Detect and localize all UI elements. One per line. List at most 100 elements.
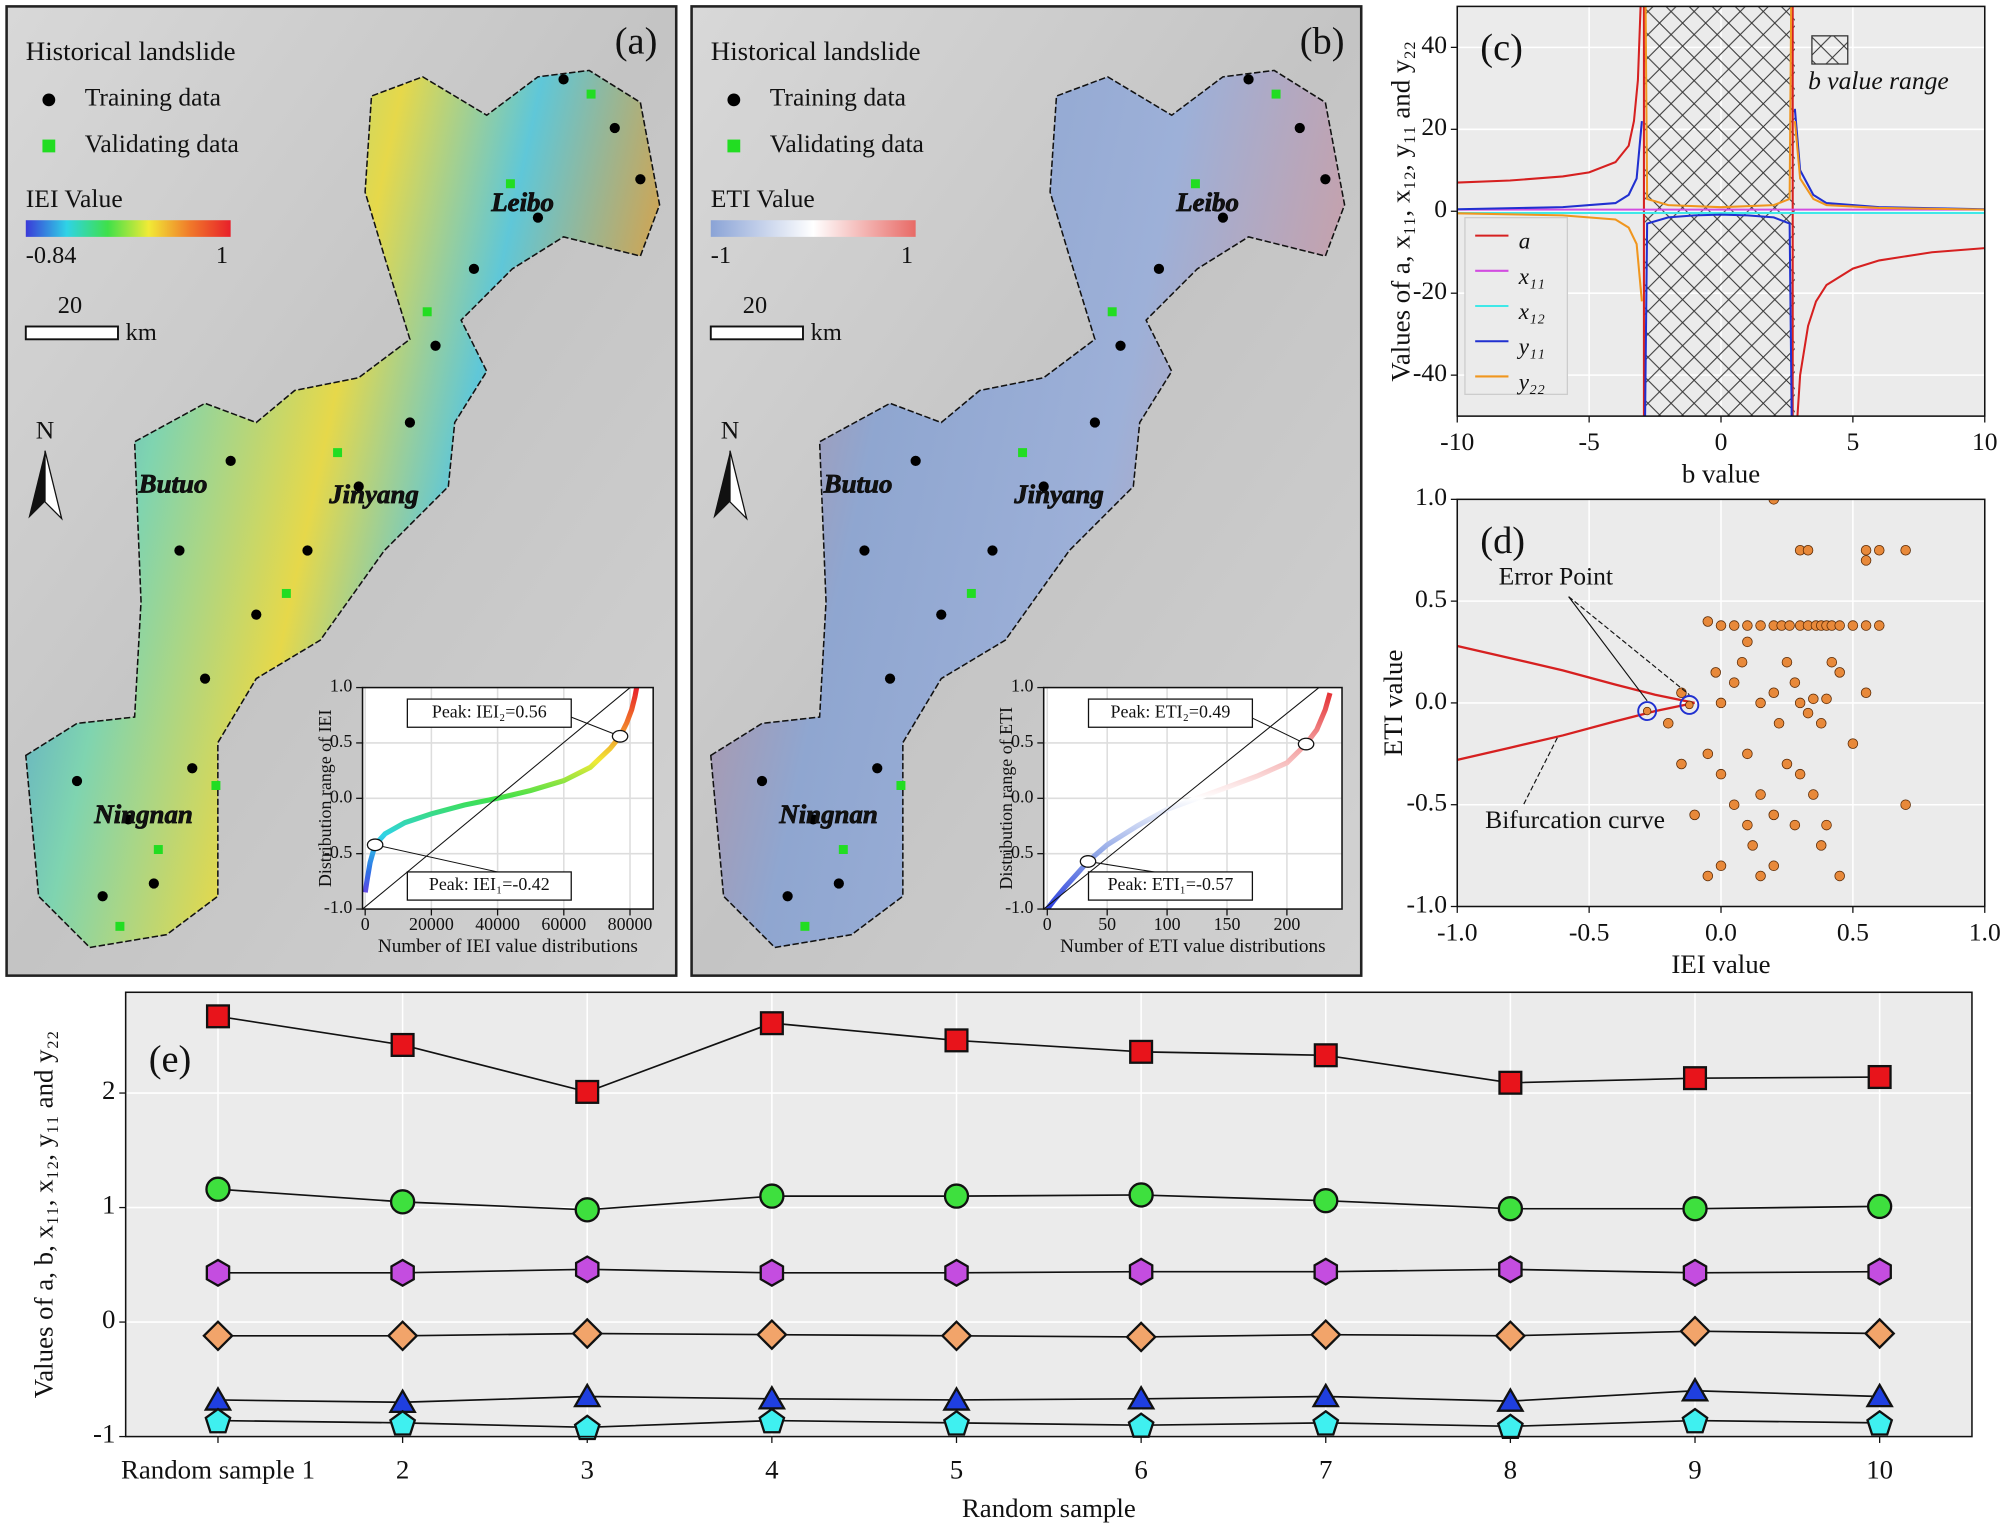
x-tick-label: 60000 bbox=[541, 914, 586, 934]
y-tick-label: 0.0 bbox=[1011, 786, 1033, 806]
scatter-point bbox=[1874, 544, 1885, 556]
marker-hexagon bbox=[759, 1258, 785, 1287]
legend-title: Historical landslide bbox=[711, 36, 921, 66]
scatter-point bbox=[1781, 656, 1793, 668]
marker-pentagon bbox=[389, 1409, 417, 1436]
scatter-point bbox=[1715, 860, 1727, 872]
y-tick-label: 40 bbox=[1421, 30, 1447, 59]
y-tick-label: 20 bbox=[1421, 112, 1447, 141]
legend-label: Validating data bbox=[85, 129, 240, 158]
north-arrow bbox=[44, 450, 63, 521]
marker-hexagon bbox=[1313, 1257, 1339, 1286]
y-axis-label: Distribution range of IEI bbox=[315, 710, 335, 888]
legend-label: x₁₂ bbox=[1518, 298, 1545, 324]
marker-circle bbox=[1128, 1182, 1154, 1208]
place-name: Ningnan bbox=[778, 799, 878, 829]
x-tick-label: 10 bbox=[1972, 427, 1998, 456]
peak-label-box bbox=[406, 871, 572, 901]
y-tick-label: -1.0 bbox=[324, 897, 352, 917]
marker-diamond bbox=[571, 1317, 603, 1350]
scatter-point bbox=[1755, 870, 1766, 882]
scatter-point bbox=[1768, 809, 1780, 821]
marker-pentagon bbox=[1496, 1413, 1524, 1440]
legend-label: y₂₂ bbox=[1517, 368, 1545, 394]
scatter-point bbox=[1663, 718, 1674, 729]
place-name: Leibo bbox=[490, 187, 554, 217]
x-tick-label: 50 bbox=[1098, 914, 1116, 934]
north-arrow bbox=[28, 450, 46, 519]
plot-frame bbox=[1042, 686, 1343, 910]
plot-frame bbox=[361, 686, 654, 910]
marker-hexagon bbox=[574, 1255, 600, 1284]
scatter-point bbox=[1847, 738, 1859, 749]
y-tick-label: -1 bbox=[93, 1419, 115, 1449]
marker-square bbox=[205, 1004, 231, 1029]
y-axis-label: Values of a, x₁₁, x₁₂, y₁₁ and y₂₂ bbox=[1386, 41, 1416, 382]
marker-circle bbox=[205, 1176, 231, 1202]
scatter-point bbox=[1710, 667, 1721, 678]
legend-swatch bbox=[727, 139, 741, 153]
peak-label-box bbox=[406, 698, 572, 728]
x-tick-label: -10 bbox=[1440, 427, 1474, 456]
x-axis-label: Number of ETI value distributions bbox=[1060, 936, 1325, 957]
marker-circle bbox=[1497, 1196, 1524, 1222]
peak-label: Peak: IEI₁=-0.42 bbox=[429, 874, 550, 894]
series-line bbox=[217, 1188, 1880, 1211]
y-tick-label: 1.0 bbox=[1011, 676, 1033, 696]
y-tick-label: 0 bbox=[1434, 194, 1447, 223]
marker-circle bbox=[943, 1183, 970, 1209]
scatter-point bbox=[1860, 544, 1872, 556]
marker-square bbox=[1867, 1064, 1892, 1090]
shaded-legend-label: b value range bbox=[1808, 66, 1949, 95]
scatter-point bbox=[1900, 799, 1911, 810]
x-axis-label: b value bbox=[1682, 458, 1760, 488]
y-axis-label: Values of a, b, x₁₁, x₁₂, y₁₁ and y₂₂ bbox=[28, 1031, 58, 1399]
marker-pentagon bbox=[1312, 1409, 1340, 1436]
x-axis-label: IEI value bbox=[1671, 949, 1770, 979]
shaded-legend-swatch bbox=[1811, 35, 1849, 65]
x-tick-label: 20000 bbox=[409, 914, 454, 934]
x-tick-label: 150 bbox=[1214, 914, 1241, 934]
legend-label: Training data bbox=[770, 83, 907, 112]
scale-unit: km bbox=[126, 319, 157, 346]
scatter-point bbox=[1773, 718, 1785, 729]
legend-swatch bbox=[42, 93, 56, 107]
error-point-dot bbox=[1685, 700, 1694, 710]
y-tick-label: 1.0 bbox=[1415, 482, 1447, 511]
legend-swatch bbox=[727, 93, 741, 107]
scatter-point bbox=[1860, 687, 1872, 698]
x-tick-label: -1.0 bbox=[1437, 918, 1478, 947]
scale-length: 20 bbox=[58, 292, 82, 319]
scatter-point bbox=[1728, 677, 1740, 688]
marker-diamond bbox=[1679, 1315, 1711, 1347]
peak-label-box bbox=[1087, 871, 1254, 901]
x-tick-label: 80000 bbox=[608, 914, 653, 934]
y-tick-label: 0.5 bbox=[330, 731, 352, 751]
shaded-range bbox=[1644, 6, 1795, 417]
series-line bbox=[217, 1389, 1880, 1404]
peak-marker bbox=[611, 729, 629, 743]
plot-frame bbox=[124, 991, 1973, 1438]
annotation: Error Point bbox=[1499, 562, 1613, 591]
x-tick-label: 3 bbox=[581, 1455, 594, 1485]
series-line bbox=[1045, 692, 1333, 910]
colorbar-max: 1 bbox=[216, 242, 228, 269]
place-name: Jinyang bbox=[328, 479, 419, 509]
plot-frame bbox=[1456, 498, 1986, 908]
y-tick-label: 0.5 bbox=[1011, 731, 1033, 751]
marker-diamond bbox=[940, 1320, 973, 1352]
marker-square bbox=[575, 1079, 600, 1104]
legend-label: x₁₁ bbox=[1518, 263, 1545, 289]
y-tick-label: -1.0 bbox=[1005, 897, 1033, 917]
x-tick-label: 0.0 bbox=[1705, 918, 1737, 947]
x-tick-label: 7 bbox=[1319, 1455, 1332, 1485]
scatter-point bbox=[1794, 697, 1806, 709]
marker-square bbox=[1498, 1070, 1523, 1095]
scatter-point bbox=[1768, 687, 1780, 698]
marker-triangle bbox=[1865, 1382, 1894, 1408]
scatter-point bbox=[1815, 840, 1827, 851]
x-tick-label: 0 bbox=[361, 914, 370, 934]
marker-diamond bbox=[1863, 1317, 1896, 1350]
x-tick-label: -0.5 bbox=[1569, 918, 1610, 947]
x-tick-label: 5 bbox=[1846, 427, 1859, 456]
